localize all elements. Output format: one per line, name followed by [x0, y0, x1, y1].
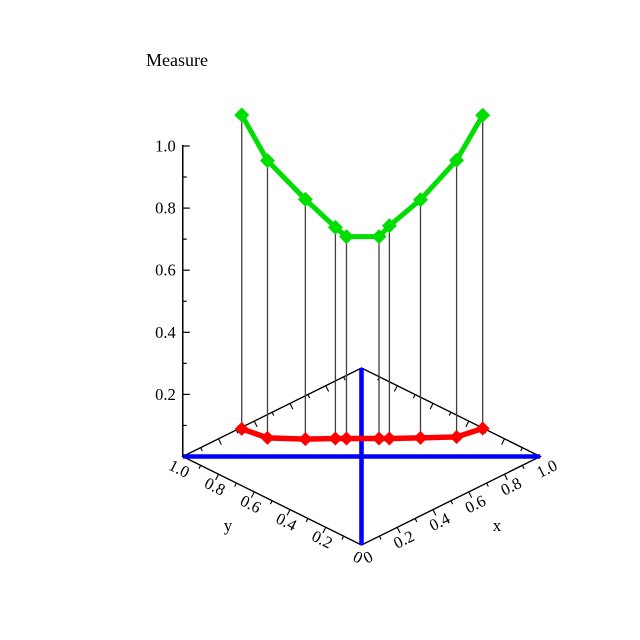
upper-left-edge-tick	[325, 385, 330, 392]
z-tick-label: 0.2	[155, 385, 176, 404]
x-edge-tick	[450, 500, 454, 505]
upper-left-edge-tick	[200, 447, 203, 452]
lower-measure-curve-marker	[328, 431, 343, 446]
y-edge-tick	[198, 465, 202, 469]
x-edge-tick	[414, 518, 418, 523]
lower-measure-curve-marker	[382, 431, 397, 446]
x-tick-label: 0	[360, 547, 376, 568]
lower-measure-curve-marker	[298, 432, 313, 447]
upper-measure-curve-marker	[381, 218, 397, 234]
z-tick-label: 0.4	[155, 323, 176, 342]
lower-measure-curve-line	[238, 425, 486, 442]
upper-measure-curve-marker	[259, 153, 275, 169]
upper-measure-curve-marker	[371, 229, 387, 245]
upper-left-edge-tick	[253, 420, 258, 428]
y-edge-tick	[250, 491, 255, 498]
x-tick-label: 0.4	[426, 509, 453, 535]
x-axis-label: x	[493, 516, 502, 535]
lower-measure-curve-marker	[260, 430, 275, 445]
lower-measure-curve-marker	[475, 421, 490, 436]
upper-right-edge-tick	[429, 403, 434, 410]
y-edge-tick	[322, 527, 327, 534]
y-edge-tick	[305, 518, 309, 523]
upper-measure-curve-marker	[234, 107, 250, 123]
y-edge-tick	[269, 500, 273, 505]
lower-measure-curve-marker	[339, 431, 354, 446]
x-tick-label: 0.6	[462, 491, 489, 517]
lower-measure-curve-marker	[372, 431, 387, 446]
x-tick-label: 0.2	[390, 526, 417, 552]
upper-measure-curve-marker	[338, 229, 354, 245]
x-edge-tick	[521, 465, 525, 469]
y-edge-tick	[286, 509, 291, 516]
upper-right-edge-tick	[393, 385, 398, 392]
lower-measure-curve-marker	[413, 430, 428, 445]
y-edge-tick	[341, 535, 345, 540]
x-edge-tick	[432, 509, 437, 516]
upper-right-edge-tick	[448, 412, 452, 416]
y-axis-label: y	[224, 516, 233, 535]
lower-measure-curve-marker	[234, 421, 249, 436]
lower-measure-curve-marker	[449, 429, 464, 444]
x-tick-label: 0.8	[498, 473, 525, 499]
y-edge-tick	[234, 482, 237, 487]
upper-measure-curve-marker	[412, 192, 428, 208]
x-edge-tick	[486, 482, 489, 487]
x-edge-tick	[378, 535, 382, 540]
z-tick-label: 0.8	[155, 199, 176, 218]
upper-measure-curve-marker	[327, 219, 343, 235]
upper-left-edge-tick	[307, 394, 311, 399]
upper-left-edge-tick	[271, 412, 275, 416]
x-edge-tick	[504, 473, 508, 481]
upper-measure-curve-marker	[297, 191, 313, 207]
x-edge-tick	[396, 527, 401, 534]
upper-measure-curve-line	[239, 112, 486, 240]
upper-left-edge-tick	[289, 403, 294, 410]
z-tick-label: 1.0	[155, 137, 176, 156]
upper-right-edge-tick	[412, 394, 416, 399]
z-axis-title: Measure	[146, 50, 208, 70]
upper-right-edge-tick	[465, 420, 470, 428]
upper-measure-curve-marker	[449, 152, 465, 168]
y-edge-tick	[215, 473, 219, 481]
x-edge-tick	[468, 491, 473, 498]
upper-right-edge-tick	[520, 447, 523, 452]
x-tick-label: 1.0	[533, 456, 560, 482]
upper-left-edge-tick	[218, 438, 222, 445]
upper-measure-curve-marker	[475, 107, 491, 123]
z-tick-label: 0.6	[155, 261, 176, 280]
upper-left-edge-tick	[343, 376, 346, 381]
upper-right-edge-tick	[501, 438, 505, 445]
